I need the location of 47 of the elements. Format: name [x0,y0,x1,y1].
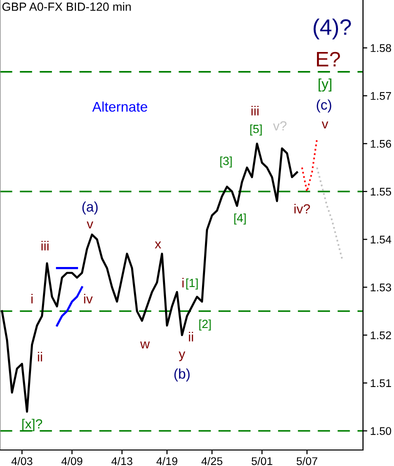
y-tick-label: 1.50 [370,427,392,435]
x-tick-label: 5/01 [252,456,272,466]
line-series [316,166,343,260]
annotation: v [86,221,94,228]
annotation: v [322,121,328,128]
annotation: [1] [186,278,198,290]
annotation: ii [188,332,194,342]
y-tick-label: 1.51 [370,379,392,388]
y-tick-label: 1.57 [370,92,392,100]
annotation: iv? [294,204,310,214]
x-tick-label: 4/25 [201,456,222,466]
annotation: i [182,278,184,288]
annotation: [2] [199,319,211,331]
annotation: [4] [234,214,246,225]
y-tick-label: 1.56 [370,140,392,148]
line-series [301,138,318,192]
annotation: (b) [174,368,190,382]
y-tick-label: 1.53 [370,284,392,292]
x-tick-label: 5/07 [296,456,318,466]
annotation: w [140,341,150,348]
line-series [56,286,84,327]
annotation: iv [84,294,93,304]
y-tick-label: 1.55 [370,188,392,196]
chart-title: GBP A0-FX BID-120 min [2,2,131,11]
y-tick-label: 1.58 [370,44,392,52]
annotation: (a) [82,202,98,214]
annotation: iii [251,106,259,116]
x-tick-label: 4/09 [61,456,82,466]
y-tick-label: 1.52 [370,331,392,340]
annotation: [x]? [22,418,42,432]
annotation: (4)? [314,18,351,40]
x-tick-label: 4/19 [156,456,178,466]
annotation: v? [273,121,286,130]
annotation: [3] [220,156,232,168]
annotation: x [154,241,162,248]
annotation: [y] [318,78,332,92]
annotation: Alternate [92,102,148,112]
annotation: iii [41,240,49,250]
annotation: E? [316,52,340,66]
annotation: i [31,294,33,304]
annotation: [5] [250,124,262,136]
y-tick-label: 1.54 [370,236,392,244]
annotation: (c) [316,100,332,112]
x-tick-label: 4/03 [11,456,32,466]
x-tick-label: 4/13 [111,456,132,466]
annotation: ii [38,352,42,362]
annotation: y [178,351,186,362]
